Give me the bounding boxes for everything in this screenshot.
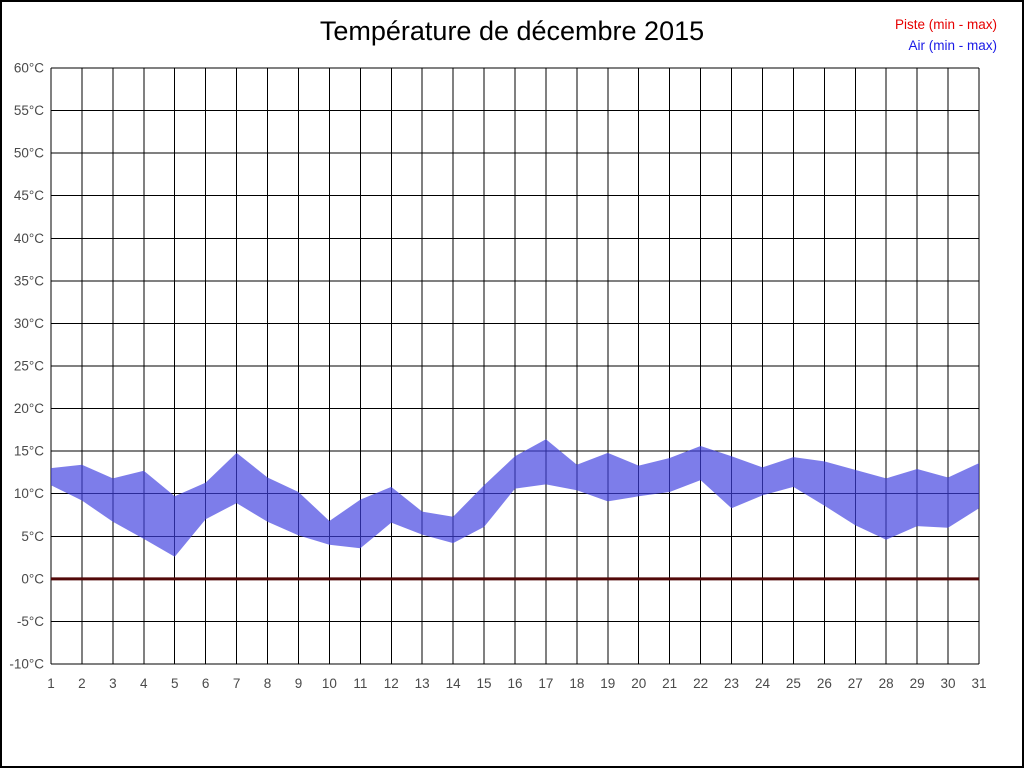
x-axis-tick-label: 15: [477, 676, 492, 691]
y-axis-tick-label: 0°C: [21, 571, 44, 586]
x-axis-tick-label: 9: [295, 676, 303, 691]
legend-item-piste: Piste (min - max): [895, 14, 997, 35]
x-axis-tick-label: 5: [171, 676, 179, 691]
y-axis-tick-label: 35°C: [14, 273, 44, 288]
y-axis-tick-label: -5°C: [17, 614, 44, 629]
y-axis-tick-label: 45°C: [14, 188, 44, 203]
chart-legend: Piste (min - max) Air (min - max): [895, 14, 997, 56]
y-axis-tick-label: -10°C: [9, 657, 44, 672]
x-axis-tick-label: 31: [971, 676, 986, 691]
x-axis-tick-label: 19: [600, 676, 615, 691]
x-axis-tick-label: 29: [910, 676, 925, 691]
y-axis-tick-label: 25°C: [14, 359, 44, 374]
chart-title: Température de décembre 2015: [319, 16, 705, 46]
y-axis-tick-label: 55°C: [14, 103, 44, 118]
x-axis-tick-label: 13: [415, 676, 430, 691]
x-axis-tick-label: 16: [507, 676, 522, 691]
x-axis-tick-label: 21: [662, 676, 677, 691]
x-axis-tick-label: 3: [109, 676, 117, 691]
x-axis-tick-label: 28: [879, 676, 894, 691]
x-axis-tick-label: 20: [631, 676, 646, 691]
x-axis-tick-label: 24: [755, 676, 771, 691]
y-axis-tick-label: 10°C: [14, 486, 44, 501]
legend-item-air: Air (min - max): [895, 35, 998, 56]
x-axis-tick-label: 4: [140, 676, 148, 691]
y-axis-tick-label: 20°C: [14, 401, 44, 416]
x-axis-tick-label: 11: [353, 676, 367, 691]
x-axis-tick-label: 23: [724, 676, 739, 691]
x-axis-tick-label: 26: [817, 676, 832, 691]
x-axis-tick-label: 30: [941, 676, 956, 691]
x-axis-tick-label: 25: [786, 676, 801, 691]
legend-label-piste: Piste (min - max): [894, 17, 997, 32]
y-axis-tick-label: 60°C: [14, 61, 44, 76]
x-axis-tick-label: 1: [47, 676, 55, 691]
x-axis-tick-label: 17: [538, 676, 553, 691]
y-axis-tick-label: 15°C: [14, 444, 44, 459]
y-axis-tick-label: 30°C: [14, 316, 44, 331]
y-axis-tick-label: 5°C: [21, 529, 44, 544]
x-axis-tick-label: 7: [233, 676, 241, 691]
x-axis-tick-label: 22: [693, 676, 708, 691]
x-axis-tick-label: 6: [202, 676, 210, 691]
x-axis-tick-label: 8: [264, 676, 272, 691]
y-axis-tick-label: 40°C: [14, 231, 44, 246]
x-axis-tick-label: 14: [446, 676, 462, 691]
legend-label-air: Air (min - max): [908, 38, 998, 53]
x-axis-tick-label: 2: [78, 676, 86, 691]
air-temperature-band: [51, 439, 979, 557]
x-axis-tick-label: 27: [848, 676, 863, 691]
y-axis-tick-label: 50°C: [14, 146, 44, 161]
x-axis-tick-label: 18: [569, 676, 584, 691]
x-axis-tick-label: 12: [384, 676, 399, 691]
x-axis-tick-label: 10: [322, 676, 337, 691]
